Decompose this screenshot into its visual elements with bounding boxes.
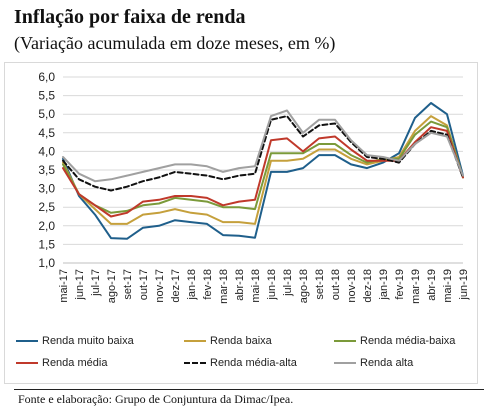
legend-label: Renda baixa <box>210 335 272 347</box>
x-tick-label: jun-19 <box>458 269 470 301</box>
x-tick-label: jun-18 <box>266 269 278 301</box>
chart-area: 1,0 1,5 2,0 2,5 3,0 3,5 4,0 4,5 5,0 5,5 6,0 mai-17 j… <box>4 62 478 384</box>
x-tick-label: jan-19 <box>378 269 390 301</box>
x-tick-label: nov-17 <box>154 269 166 303</box>
y-tick-label: 3,5 <box>38 163 55 177</box>
x-tick-label: mar-18 <box>218 269 230 304</box>
chart-legend: Renda muito baixa Renda baixa Renda média-… <box>16 335 478 379</box>
x-tick-label: ago-17 <box>106 269 118 303</box>
x-tick-label: set-18 <box>314 269 326 300</box>
source-divider <box>14 389 484 390</box>
y-tick-label: 1,5 <box>38 237 55 251</box>
y-tick-label: 5,5 <box>38 89 55 103</box>
legend-label: Renda média-baixa <box>360 335 456 347</box>
legend-item: Renda média <box>16 357 107 369</box>
y-tick-label: 2,0 <box>38 219 55 233</box>
x-tick-label: mar-19 <box>410 269 422 304</box>
y-tick-label: 1,0 <box>38 256 55 270</box>
series-line-renda-m-dia-alta <box>62 115 464 192</box>
x-tick-label: set-17 <box>122 269 134 300</box>
x-tick-label: dez-18 <box>362 269 374 303</box>
legend-swatch <box>184 340 206 342</box>
x-tick-label: mai-19 <box>442 269 454 303</box>
y-tick-label: 4,5 <box>38 126 55 140</box>
x-tick-label: dez-17 <box>170 269 182 303</box>
x-tick-label: ago-18 <box>298 269 310 303</box>
series-line-renda-muito-baixa <box>62 102 464 240</box>
x-tick-label: mai-17 <box>58 269 70 303</box>
y-tick-label: 6,0 <box>38 70 55 84</box>
chart-subtitle: (Variação acumulada em doze meses, em %) <box>14 33 336 53</box>
legend-label: Renda muito baixa <box>42 335 134 347</box>
chart-title: Inflação por faixa de renda <box>14 6 246 28</box>
line-chart: 1,0 1,5 2,0 2,5 3,0 3,5 4,0 4,5 5,0 5,5 6,0 mai-17 j… <box>38 70 470 304</box>
legend-swatch <box>16 340 38 342</box>
series-line-renda-alta <box>62 109 464 183</box>
y-tick-label: 5,0 <box>38 107 55 121</box>
legend-item: Renda muito baixa <box>16 335 134 347</box>
x-tick-label: jun-17 <box>74 269 86 301</box>
source-note: Fonte e elaboração: Grupo de Conjuntura … <box>18 392 294 406</box>
x-tick-label: out-18 <box>330 269 342 300</box>
x-tick-label: mai-18 <box>250 269 262 303</box>
series-line-renda-baixa <box>62 115 464 225</box>
legend-item: Renda média-alta <box>184 357 297 369</box>
legend-item: Renda baixa <box>184 335 272 347</box>
x-tick-label: abr-19 <box>426 269 438 301</box>
legend-item: Renda alta <box>334 357 413 369</box>
x-tick-label: fev-19 <box>394 269 406 300</box>
x-tick-label: jul-17 <box>90 269 102 297</box>
legend-label: Renda média <box>42 357 108 369</box>
y-tick-label: 2,5 <box>38 200 55 214</box>
y-tick-label: 3,0 <box>38 182 55 196</box>
x-tick-label: abr-18 <box>234 269 246 301</box>
legend-swatch <box>184 362 206 364</box>
legend-label: Renda alta <box>360 357 414 369</box>
legend-swatch <box>334 362 356 364</box>
legend-swatch <box>16 362 38 364</box>
x-tick-label: fev-18 <box>202 269 214 300</box>
y-tick-label: 4,0 <box>38 144 55 158</box>
legend-swatch <box>334 340 356 342</box>
legend-item: Renda média-baixa <box>334 335 455 347</box>
x-tick-label: jul-18 <box>282 269 294 297</box>
x-tick-label: jan-18 <box>186 269 198 301</box>
legend-label: Renda média-alta <box>210 357 297 369</box>
x-tick-label: out-17 <box>138 269 150 300</box>
x-tick-label: nov-18 <box>346 269 358 303</box>
